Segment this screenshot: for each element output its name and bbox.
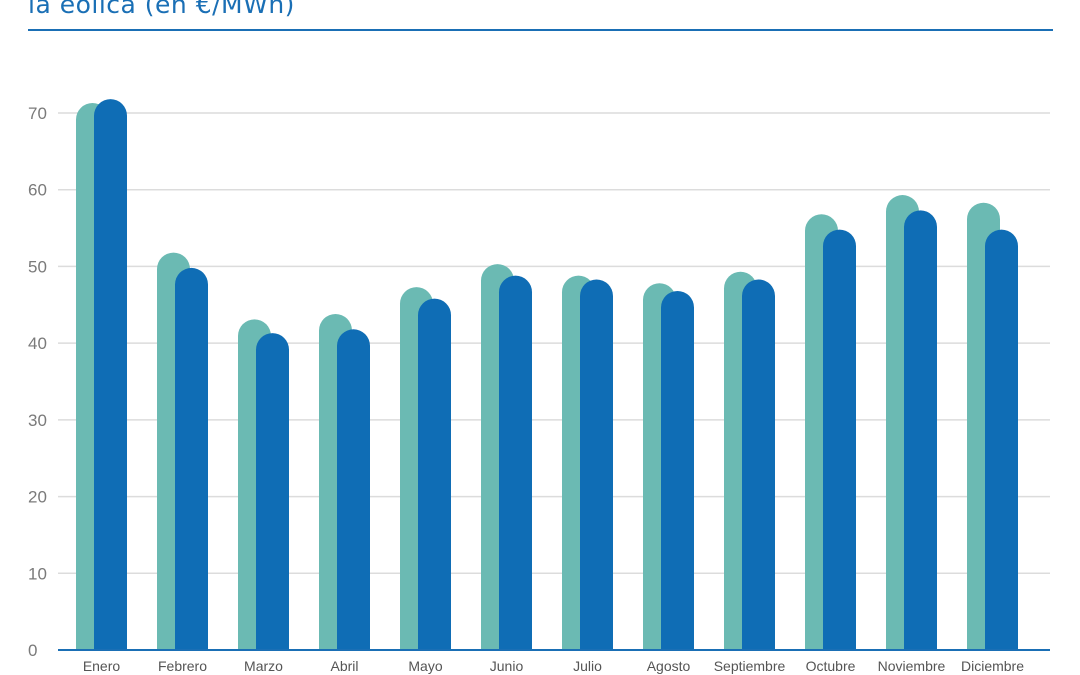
y-tick-label: 30 [28, 411, 47, 430]
x-tick-label: Febrero [158, 658, 207, 674]
y-tick-label: 60 [28, 181, 47, 200]
bar-marzo-series-2 [256, 333, 289, 650]
y-tick-label: 50 [28, 257, 47, 276]
x-tick-label: Diciembre [961, 658, 1024, 674]
bar-enero-series-2 [94, 99, 127, 650]
x-tick-label: Mayo [408, 658, 442, 674]
x-tick-label: Abril [330, 658, 358, 674]
bar-mayo-series-2 [418, 298, 451, 650]
y-tick-label: 70 [28, 104, 47, 123]
bar-julio-series-2 [580, 279, 613, 650]
bar-agosto-series-2 [661, 290, 694, 650]
x-tick-label: Marzo [244, 658, 283, 674]
bar-octubre-series-2 [823, 229, 856, 651]
x-tick-label: Octubre [806, 658, 856, 674]
y-tick-label: 40 [28, 334, 47, 353]
bar-abril-series-2 [337, 329, 370, 650]
bar-noviembre-series-2 [904, 210, 937, 650]
y-tick-label: 10 [28, 564, 47, 583]
title-rule [28, 29, 1053, 31]
bar-febrero-series-2 [175, 267, 208, 650]
bar-junio-series-2 [499, 275, 532, 650]
x-tick-label: Septiembre [714, 658, 786, 674]
bars [76, 99, 1018, 651]
y-tick-label: 0 [28, 641, 37, 660]
x-axis: Enero Febrero Marzo Abril Mayo Junio Julio Agos… [58, 649, 1050, 674]
x-tick-label: Noviembre [878, 658, 946, 674]
x-tick-label: Junio [490, 658, 524, 674]
x-tick-label: Enero [83, 658, 121, 674]
y-axis: 0 10 20 30 40 50 60 70 [28, 104, 47, 660]
x-tick-label: Agosto [647, 658, 691, 674]
y-tick-label: 20 [28, 488, 47, 507]
bar-diciembre-series-2 [985, 229, 1018, 651]
bar-septiembre-series-2 [742, 279, 775, 650]
chart-title: la eólica (en €/MWh) [28, 0, 295, 19]
grid-lines [58, 112, 1050, 575]
x-tick-label: Julio [573, 658, 602, 674]
